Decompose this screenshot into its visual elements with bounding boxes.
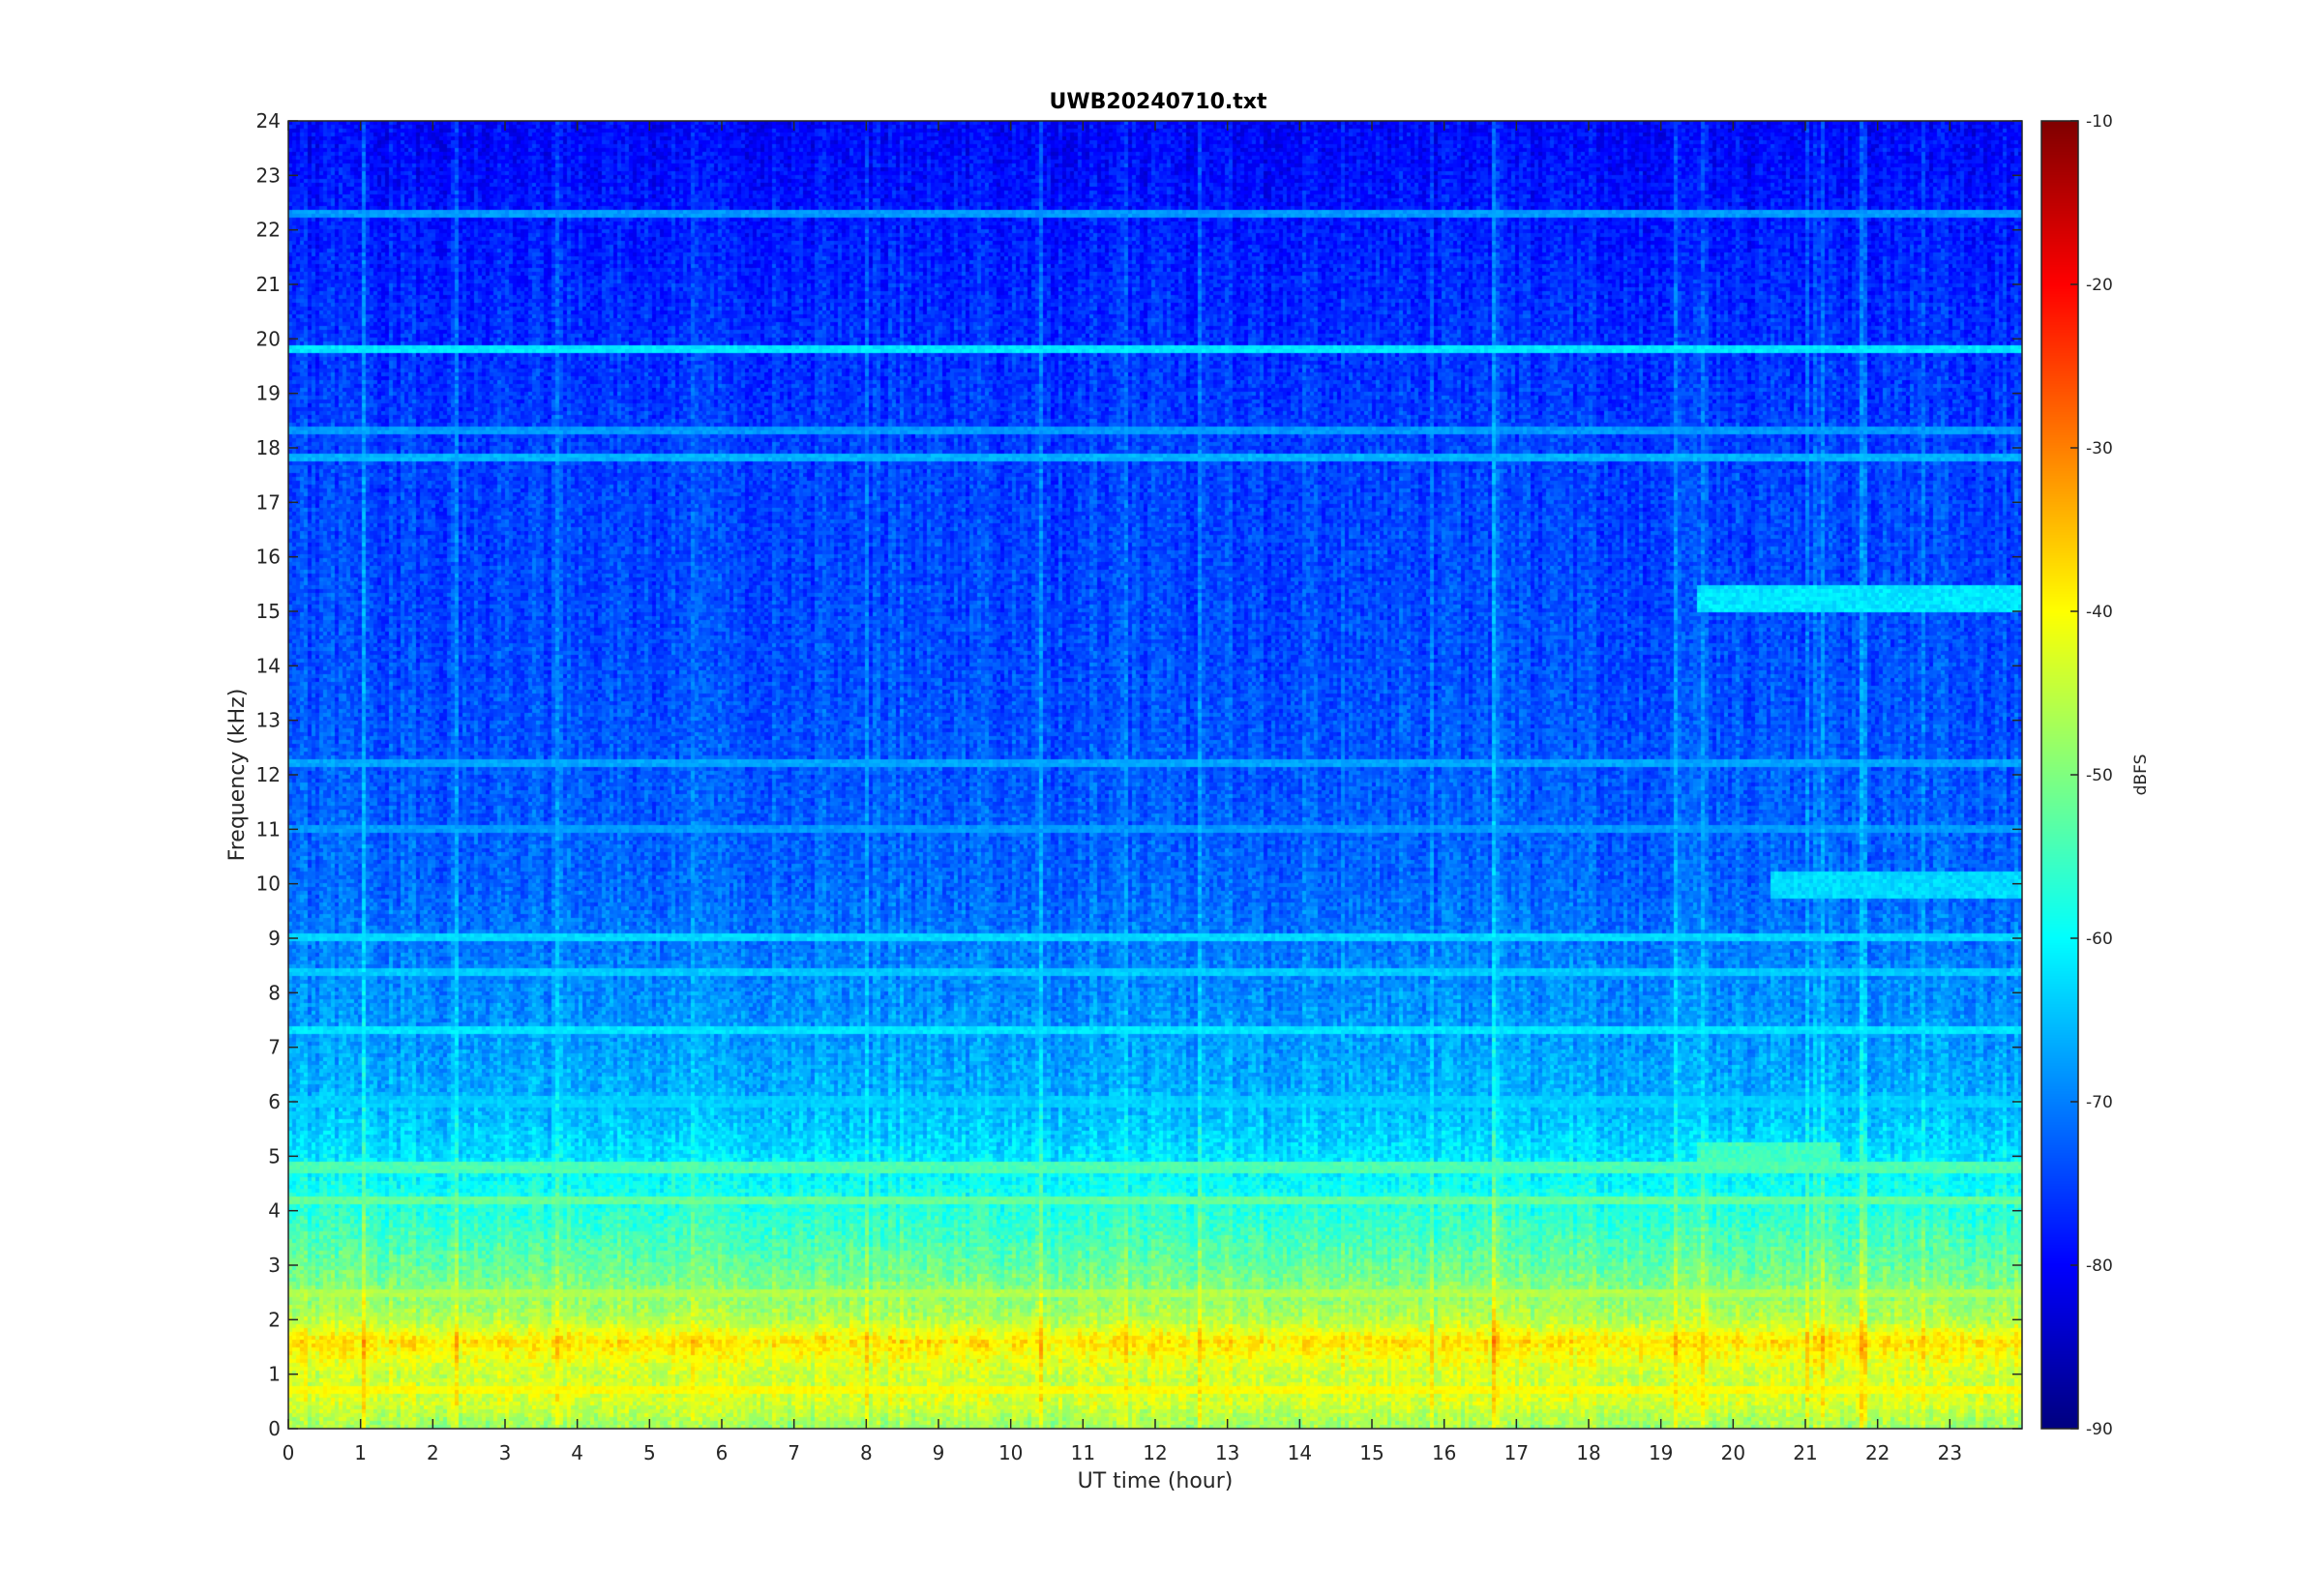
x-tick-label: 2: [427, 1441, 439, 1464]
y-tick-label: 20: [256, 327, 281, 350]
y-tick-label: 10: [256, 872, 281, 896]
y-tick-label: 22: [256, 219, 281, 242]
x-tick-label: 10: [998, 1441, 1023, 1464]
y-tick-label: 8: [268, 981, 281, 1004]
y-tick-label: 9: [268, 927, 281, 950]
x-tick-label: 5: [643, 1441, 656, 1464]
colorbar-tick-label: -50: [2086, 766, 2113, 785]
x-tick-label: 13: [1215, 1441, 1239, 1464]
x-tick-label: 21: [1793, 1441, 1817, 1464]
y-tick-label: 19: [256, 382, 281, 405]
y-tick-label: 7: [268, 1036, 281, 1059]
x-axis: 0 1 2 3 4 5 6 7 8 9 10 11 12 13 14 15 16 17 18 19 20 21 22 23: [283, 121, 1962, 1464]
y-tick-label: 14: [256, 654, 281, 677]
x-axis-title: UT time (hour): [1078, 1469, 1234, 1493]
x-tick-label: 1: [354, 1441, 367, 1464]
y-tick-label: 17: [256, 490, 281, 514]
x-tick-label: 4: [571, 1441, 583, 1464]
x-tick-label: 23: [1938, 1441, 1962, 1464]
y-axis-title: Frequency (kHz): [225, 689, 250, 862]
y-tick-label: 15: [256, 600, 281, 623]
y-tick-label: 11: [256, 817, 281, 841]
y-tick-label: 13: [256, 709, 281, 732]
y-tick-label: 5: [268, 1144, 281, 1167]
y-tick-label: 3: [268, 1254, 281, 1277]
y-tick-label: 6: [268, 1090, 281, 1113]
colorbar-tick-label: -40: [2086, 603, 2113, 622]
x-tick-label: 16: [1432, 1441, 1456, 1464]
x-tick-label: 0: [283, 1441, 295, 1464]
colorbar-tick-label: -70: [2086, 1093, 2113, 1112]
x-tick-label: 6: [716, 1441, 729, 1464]
y-tick-label: 18: [256, 436, 281, 459]
colorbar-tick-label: -10: [2086, 112, 2113, 132]
x-tick-label: 17: [1504, 1441, 1529, 1464]
x-tick-label: 3: [499, 1441, 512, 1464]
y-tick-label: 21: [256, 273, 281, 296]
x-tick-label: 12: [1143, 1441, 1167, 1464]
y-tick-label: 23: [256, 163, 281, 187]
x-tick-label: 14: [1288, 1441, 1312, 1464]
y-tick-label: 16: [256, 546, 281, 569]
colorbar-tick-label: -30: [2086, 439, 2113, 458]
colorbar-tick-label: -60: [2086, 930, 2113, 949]
y-tick-label: 24: [256, 109, 281, 133]
y-tick-label: 2: [268, 1308, 281, 1331]
x-tick-label: 19: [1649, 1441, 1673, 1464]
colorbar-tick-label: -80: [2086, 1256, 2113, 1276]
x-tick-label: 8: [860, 1441, 873, 1464]
x-tick-label: 11: [1071, 1441, 1095, 1464]
x-tick-label: 18: [1576, 1441, 1600, 1464]
colorbar-label: dBFS: [2131, 754, 2151, 796]
x-tick-label: 20: [1721, 1441, 1745, 1464]
y-tick-label: 12: [256, 763, 281, 786]
x-tick-label: 22: [1865, 1441, 1890, 1464]
y-tick-label: 4: [268, 1199, 281, 1223]
colorbar-axis: -10 -20 -30 -40 -50 -60 -70 -80 -90: [2070, 112, 2113, 1439]
x-tick-label: 9: [933, 1441, 945, 1464]
colorbar-tick-label: -90: [2086, 1420, 2113, 1439]
colorbar-tick-label: -20: [2086, 276, 2113, 295]
spectrogram-heatmap: [288, 121, 2022, 1429]
x-tick-label: 15: [1359, 1441, 1384, 1464]
y-tick-label: 0: [268, 1417, 281, 1440]
chart-title: UWB20240710.txt: [1050, 90, 1267, 114]
x-tick-label: 7: [788, 1441, 800, 1464]
y-tick-label: 1: [268, 1363, 281, 1386]
